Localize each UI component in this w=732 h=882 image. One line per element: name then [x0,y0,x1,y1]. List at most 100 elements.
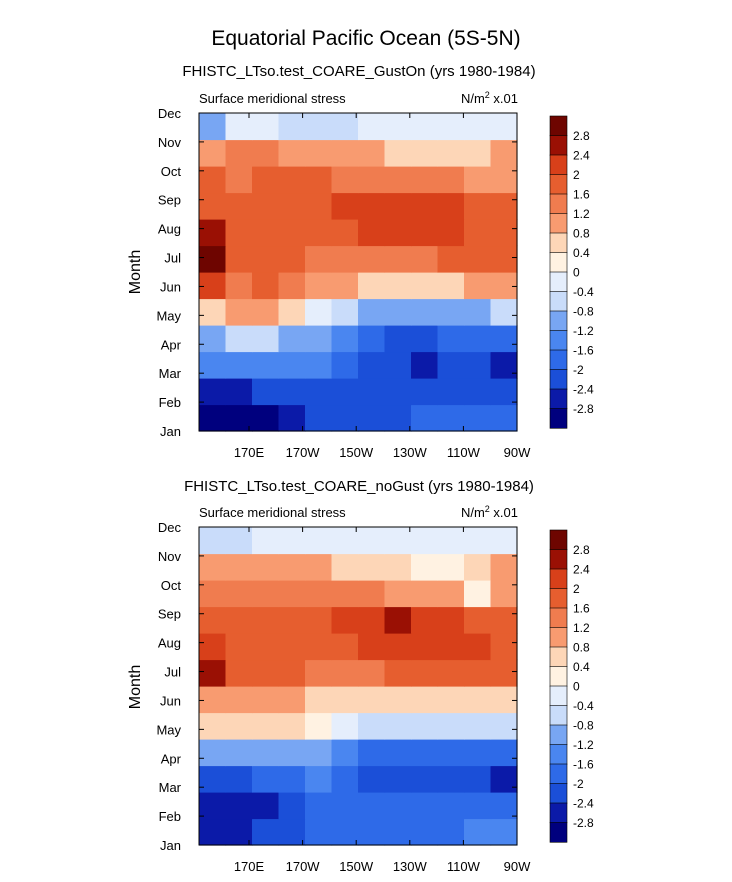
heatmap-cell [225,166,253,194]
heatmap-cell [278,553,306,581]
heatmap-cell [252,351,280,379]
variable-label: Surface meridional stress [199,91,346,106]
heatmap-cell [490,245,518,273]
heatmap-cell [358,553,386,581]
x-tick-label: 130W [393,859,428,874]
heatmap-cell [464,272,492,300]
heatmap-cell [358,272,386,300]
heatmap-cell [384,219,412,247]
heatmap-cell [225,633,253,661]
colorbar-box [549,783,568,804]
heatmap-cell [437,765,465,793]
colorbar-label: 1.6 [573,602,590,616]
colorbar-label: -0.8 [573,305,594,319]
heatmap-cell [490,404,518,432]
panel-title: FHISTC_LTso.test_COARE_noGust (yrs 1980-… [184,478,534,495]
heatmap-cell [490,659,518,687]
heatmap-cell [305,606,333,634]
heatmap-cell [331,765,359,793]
heatmap-cell [305,404,333,432]
heatmap-cell [384,712,412,740]
heatmap-cell [411,765,439,793]
heatmap-cell [199,633,227,661]
heatmap-cell [278,765,306,793]
heatmap-cell [305,792,333,820]
heatmap-cell [278,818,306,846]
heatmap-cell [358,404,386,432]
heatmap-cell [278,272,306,300]
colorbar-box [549,724,568,746]
heatmap-cell [464,580,492,608]
heatmap-cell [278,139,306,167]
heatmap-cell [252,527,280,555]
heatmap-cell [305,139,333,167]
heatmap-cell [411,659,439,687]
heatmap-cell [358,351,386,379]
colorbar: 2.8 2.4 2 1.6 1.2 0.8 0.4 0 -0.4 -0.8 -1.2 -1.6 -2 -2… [549,115,594,429]
heatmap-cell [384,792,412,820]
heatmap-cell [278,739,306,767]
heatmap-cell [384,192,412,220]
heatmap-cell [331,245,359,273]
colorbar-label: -0.8 [573,719,594,733]
y-tick-label: Oct [161,578,182,593]
heatmap-cell [464,325,492,353]
colorbar-label: 2 [573,168,580,182]
panel-gust-on: FHISTC_LTso.test_COARE_GustOn (yrs 1980-… [127,63,594,460]
heatmap-cell [225,818,253,846]
heatmap-cell [437,378,465,406]
heatmap-cell [464,633,492,661]
colorbar-box [549,763,568,785]
colorbar-box [549,607,568,629]
heatmap-cell [490,139,518,167]
heatmap-cell [464,527,492,555]
heatmap-cell [331,298,359,326]
colorbar-label: 2.8 [573,543,590,557]
heatmap-cell [278,606,306,634]
heatmap-cell [331,219,359,247]
colorbar-box [549,822,568,843]
panel-title: FHISTC_LTso.test_COARE_GustOn (yrs 1980-… [182,63,535,80]
heatmap-cell [464,686,492,714]
heatmap-cell [199,113,227,141]
heatmap-cell [411,404,439,432]
heatmap-cell [490,553,518,581]
y-tick-label: Aug [158,636,181,651]
heatmap-cell [305,272,333,300]
heatmap-cell [464,113,492,141]
heatmap-cell [305,580,333,608]
heatmap-cell [252,580,280,608]
heatmap-cell [278,378,306,406]
heatmap-cell [252,325,280,353]
heatmap-cell [331,378,359,406]
heatmap-cell [252,553,280,581]
heatmap-cell [252,166,280,194]
heatmap-cell [225,219,253,247]
colorbar-label: -2 [573,363,584,377]
heatmap-cell [305,765,333,793]
heatmap-cell [358,245,386,273]
colorbar-box [549,685,568,707]
heatmap-cell [358,818,386,846]
x-tick-label: 170W [286,445,321,460]
units-label: N/m2 x.01 [461,504,518,520]
heatmap-cell [252,712,280,740]
y-tick-label: Jun [160,279,181,294]
colorbar-label: -1.2 [573,324,594,338]
heatmap-cell [384,404,412,432]
heatmap-cell [490,219,518,247]
heatmap-cell [358,139,386,167]
heatmap-cell [490,606,518,634]
heatmap-cell [437,818,465,846]
colorbar-label: 1.6 [573,188,590,202]
colorbar-box [549,627,568,648]
heatmap-cell [464,378,492,406]
heatmap-cell [225,378,253,406]
heatmap-cell [384,245,412,273]
colorbar-label: -2 [573,777,584,791]
heatmap-cell [278,219,306,247]
heatmap-cell [331,792,359,820]
heatmap-cell [358,219,386,247]
heatmap-cell [411,139,439,167]
colorbar-label: -1.2 [573,738,594,752]
